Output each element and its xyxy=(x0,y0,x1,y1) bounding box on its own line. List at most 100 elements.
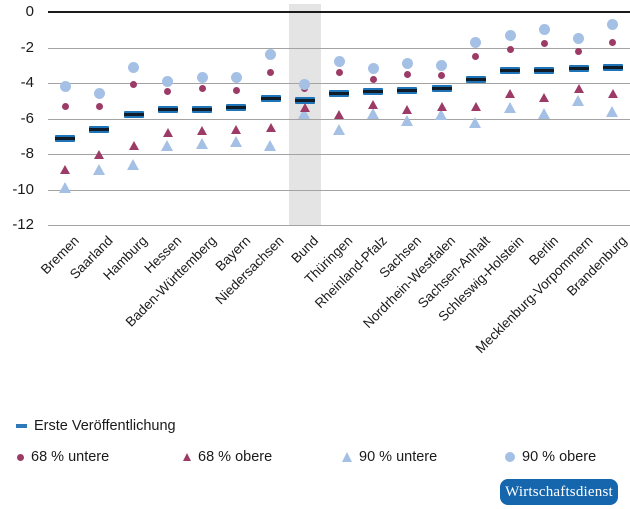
y-tick-label: 0 xyxy=(25,3,34,20)
data-point xyxy=(367,63,379,75)
data-point xyxy=(232,86,240,94)
data-point xyxy=(55,134,76,142)
gridline xyxy=(48,154,630,155)
data-point xyxy=(95,102,103,110)
data-point xyxy=(231,124,242,134)
dash-marker-icon xyxy=(16,424,27,428)
data-point xyxy=(436,101,447,111)
data-point xyxy=(503,102,516,114)
data-point xyxy=(436,59,448,71)
data-point xyxy=(226,104,247,112)
y-tick-label: -12 xyxy=(12,216,34,233)
data-point xyxy=(94,149,105,159)
data-point xyxy=(229,136,242,148)
data-point xyxy=(294,97,315,105)
gridline xyxy=(48,225,630,226)
data-point xyxy=(397,86,418,94)
data-point xyxy=(264,139,277,151)
data-point xyxy=(92,164,105,176)
circle-small-marker-icon xyxy=(17,453,24,461)
data-point xyxy=(465,75,486,83)
data-point xyxy=(534,67,555,75)
circle-large-marker-icon xyxy=(505,452,515,462)
data-point xyxy=(609,38,617,46)
legend-label: 90 % obere xyxy=(522,449,597,465)
zero-line xyxy=(48,11,630,13)
data-point xyxy=(469,116,482,128)
data-point xyxy=(573,83,584,93)
data-point xyxy=(607,89,618,99)
data-point xyxy=(89,125,110,133)
data-point xyxy=(127,159,140,171)
gridline xyxy=(48,83,630,84)
triangle-large-marker-icon xyxy=(342,452,352,462)
data-point xyxy=(538,24,550,36)
y-tick-label: -6 xyxy=(20,109,34,127)
data-point xyxy=(568,65,589,73)
data-point xyxy=(197,126,208,136)
data-point xyxy=(368,99,379,109)
legend-item: Erste Veröffentlichung xyxy=(16,418,176,434)
legend-item: 90 % untere xyxy=(342,449,437,465)
data-point xyxy=(161,139,174,151)
data-point xyxy=(575,47,583,55)
data-point xyxy=(61,102,69,110)
data-point xyxy=(606,105,619,117)
data-point xyxy=(506,45,514,53)
data-point xyxy=(329,90,349,98)
legend-label: 90 % untere xyxy=(359,449,438,465)
data-point xyxy=(540,40,548,48)
data-point xyxy=(196,72,208,84)
data-point xyxy=(265,49,277,61)
data-point xyxy=(334,110,344,120)
data-point xyxy=(60,165,71,175)
legend-item: 90 % obere xyxy=(505,449,596,465)
data-point xyxy=(333,56,345,68)
data-point xyxy=(195,137,208,149)
wirtschaftsdienst-badge[interactable]: Wirtschaftsdienst xyxy=(500,479,618,505)
data-point xyxy=(128,61,140,73)
legend-label: 68 % obere xyxy=(198,449,273,465)
data-point xyxy=(431,84,452,92)
data-point xyxy=(192,106,213,114)
data-point xyxy=(470,36,482,48)
data-point xyxy=(607,18,619,30)
data-point xyxy=(332,123,345,135)
data-point xyxy=(403,70,411,78)
data-point xyxy=(505,89,516,99)
y-tick-label: -10 xyxy=(12,180,34,198)
data-point xyxy=(267,68,275,76)
data-point xyxy=(438,72,446,80)
data-point xyxy=(500,67,521,75)
data-point xyxy=(298,107,311,119)
data-point xyxy=(602,63,623,71)
data-point xyxy=(230,72,242,84)
data-point xyxy=(335,68,343,76)
data-point xyxy=(401,57,413,69)
y-tick-label: -8 xyxy=(20,145,34,162)
gridline xyxy=(48,189,630,191)
data-point xyxy=(470,101,481,111)
data-point xyxy=(369,75,377,83)
data-point xyxy=(59,81,71,93)
data-point xyxy=(162,128,173,138)
data-point xyxy=(123,111,144,119)
data-point xyxy=(162,75,174,87)
legend-label: 68 % untere xyxy=(31,449,110,465)
data-point xyxy=(400,114,413,126)
data-point xyxy=(572,95,585,107)
data-point xyxy=(363,88,384,96)
data-point xyxy=(58,182,71,194)
data-point xyxy=(299,79,311,91)
data-point xyxy=(537,107,550,119)
data-point xyxy=(265,122,276,132)
data-point xyxy=(366,107,379,119)
legend-item: 68 % untere xyxy=(17,449,109,465)
legend-label: Erste Veröffentlichung xyxy=(34,418,176,434)
data-point xyxy=(299,103,310,113)
data-point xyxy=(435,109,448,121)
data-point xyxy=(198,84,206,92)
triangle-small-marker-icon xyxy=(183,453,191,461)
data-point xyxy=(472,52,480,60)
